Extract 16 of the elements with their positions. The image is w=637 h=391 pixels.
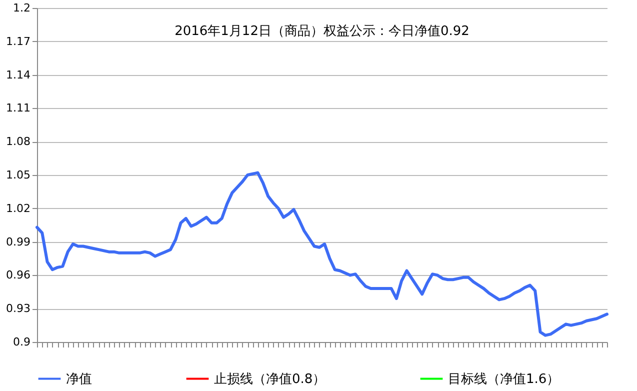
y-tick-label: 1.02	[6, 202, 30, 215]
y-tick-label: 1.08	[6, 135, 30, 148]
y-tick-label: 1.11	[6, 102, 30, 115]
y-tick-label: 0.9	[13, 336, 30, 348]
y-tick-label: 0.99	[6, 235, 30, 248]
y-tick-label: 1.2	[13, 2, 30, 14]
legend-label: 止损线（净值0.8）	[214, 372, 326, 387]
y-tick-label: 0.93	[6, 302, 30, 316]
y-tick-label: 1.17	[6, 34, 30, 48]
legend-label: 净值	[66, 372, 92, 387]
line-series	[36, 171, 608, 337]
y-tick-label: 0.96	[6, 268, 30, 282]
legend-label: 目标线（净值1.6）	[448, 372, 560, 387]
y-tick-label: 1.05	[6, 168, 30, 182]
y-tick-label: 1.14	[6, 68, 30, 82]
text: 2016年1月12日（商品）权益公示：今日净值0.92	[174, 24, 470, 39]
